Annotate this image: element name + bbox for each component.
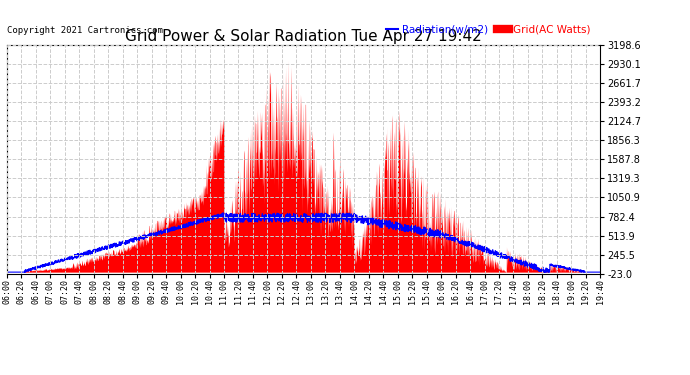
Text: Copyright 2021 Cartronics.com: Copyright 2021 Cartronics.com [7,26,163,35]
Legend: Radiation(w/m2), Grid(AC Watts): Radiation(w/m2), Grid(AC Watts) [382,21,595,39]
Title: Grid Power & Solar Radiation Tue Apr 27 19:42: Grid Power & Solar Radiation Tue Apr 27 … [125,29,482,44]
